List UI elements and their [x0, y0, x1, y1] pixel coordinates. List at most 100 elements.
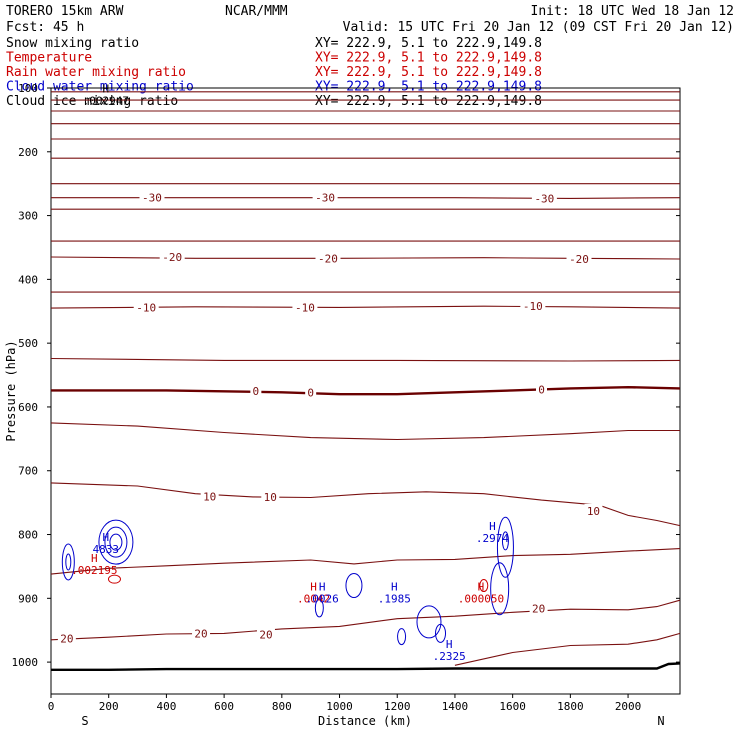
y-tick-label: 600: [18, 401, 38, 414]
contour-label: -10: [136, 301, 156, 314]
contour-label: 20: [194, 627, 207, 640]
contour-label-bg: [292, 300, 318, 314]
valid-time: Valid: 15 UTC Fri 20 Jan 12 (09 CST Fri …: [343, 20, 734, 35]
contour-label: -30: [315, 192, 335, 205]
y-tick-label: 400: [18, 273, 38, 286]
contour-label: 10: [587, 505, 600, 518]
field-coords: XY= 222.9, 5.1 to 222.9,149.8: [315, 80, 542, 95]
x-axis-label: Distance (km): [318, 714, 412, 728]
extremum-value: .002195: [71, 564, 117, 577]
temperature-contour: [50, 599, 681, 641]
contour-label-bg: [305, 385, 317, 399]
contour-label: -10: [295, 301, 315, 314]
temperature-contour: [51, 197, 681, 199]
extremum-value: .0042: [297, 593, 330, 606]
contour-label-bg: [529, 601, 548, 615]
y-tick-label: 300: [18, 210, 38, 223]
mixing-ratio-contour: [314, 598, 324, 618]
x-tick-label: 600: [214, 700, 234, 713]
contour-label: -20: [162, 251, 182, 264]
contour-label: 20: [60, 633, 73, 646]
extremum-marker: H: [91, 552, 98, 565]
extremum-marker: H: [391, 581, 398, 594]
x-tick-label: 1600: [499, 700, 526, 713]
field-legend: Snow mixing ratio XY= 222.9, 5.1 to 222.9…: [6, 36, 542, 109]
extremum-marker: H: [319, 581, 326, 594]
temperature-contour: [50, 482, 681, 527]
x-tick-label: 1400: [442, 700, 469, 713]
x-tick-label: 0: [48, 700, 55, 713]
contour-label-bg: [261, 489, 280, 503]
mixing-ratio-contour: [490, 562, 510, 616]
contour-label: -10: [523, 300, 543, 313]
extremum-value: .0026: [306, 593, 339, 606]
contour-label-bg: [256, 627, 275, 641]
extremum-value: .2325: [433, 650, 466, 663]
x-tick-label: 800: [272, 700, 292, 713]
contour-label-bg: [192, 626, 211, 640]
extremum-marker: H: [103, 82, 110, 95]
contour-label: -20: [318, 252, 338, 265]
x-tick-label: 1200: [384, 700, 411, 713]
mixing-ratio-contour: [397, 628, 407, 646]
mixing-ratio-contour: [104, 526, 128, 558]
contour-label: -30: [534, 192, 554, 205]
terrain-line: [51, 662, 681, 671]
header: TORERO 15km ARW NCAR/MMM Init: 18 UTC We…: [6, 4, 734, 35]
temperature-contour: [50, 357, 681, 362]
field-coords: XY= 222.9, 5.1 to 222.9,149.8: [315, 65, 542, 80]
contour-label-bg: [139, 190, 165, 204]
field-name: Temperature: [6, 51, 92, 66]
contour-label-bg: [584, 503, 603, 517]
y-tick-label: 1000: [12, 656, 39, 669]
extremum-marker: H: [103, 531, 110, 544]
mixing-ratio-contour: [109, 533, 123, 551]
contour-label: 10: [264, 491, 277, 504]
contour-label: 0: [307, 386, 314, 399]
contour-label-bg: [531, 191, 557, 205]
y-tick-label: 500: [18, 337, 38, 350]
contour-label: 0: [253, 385, 260, 398]
contour-label: 20: [532, 603, 545, 616]
field-coords: XY= 222.9, 5.1 to 222.9,149.8: [315, 36, 542, 51]
contour-label-bg: [536, 382, 548, 396]
extremum-value: .2974: [476, 532, 509, 545]
model-title: TORERO 15km ARW: [6, 4, 124, 19]
mixing-ratio-contour: [496, 516, 514, 578]
extremum-value: 4833: [93, 543, 120, 556]
temperature-contour: [50, 422, 680, 441]
contour-label: -30: [142, 192, 162, 205]
extremum-marker: H: [446, 638, 453, 651]
contour-label-bg: [200, 489, 219, 503]
contour-label-bg: [133, 300, 159, 314]
extremum-marker: H: [478, 581, 485, 594]
init-time: Init: 18 UTC Wed 18 Jan 12: [531, 4, 735, 19]
extremum-marker: H: [310, 581, 317, 594]
mixing-ratio-contour: [107, 574, 121, 584]
temperature-contour: [454, 632, 681, 666]
x-tick-label: 400: [156, 700, 176, 713]
mixing-ratio-contour: [61, 543, 75, 581]
x-tick-label: 2000: [615, 700, 642, 713]
contour-label-bg: [57, 631, 76, 645]
contour-label: 0: [538, 384, 545, 397]
contour-label-bg: [250, 384, 262, 397]
extremum-marker: H: [489, 520, 496, 533]
field-name: Cloud water mixing ratio: [6, 80, 194, 95]
field-name: Snow mixing ratio: [6, 36, 139, 51]
mixing-ratio-contour: [435, 623, 447, 643]
temperature-contour: [51, 385, 681, 396]
temperature-contour: [50, 548, 681, 575]
org-label: NCAR/MMM: [225, 4, 288, 19]
contour-label: 20: [259, 629, 272, 642]
contour-label: 10: [203, 490, 216, 503]
x-tick-label: 1800: [557, 700, 584, 713]
contour-label-bg: [159, 250, 185, 264]
field-name: Cloud ice mixing ratio: [6, 94, 178, 109]
contour-label-bg: [566, 251, 592, 265]
y-tick-label: 800: [18, 529, 38, 542]
north-label: N: [657, 714, 664, 728]
